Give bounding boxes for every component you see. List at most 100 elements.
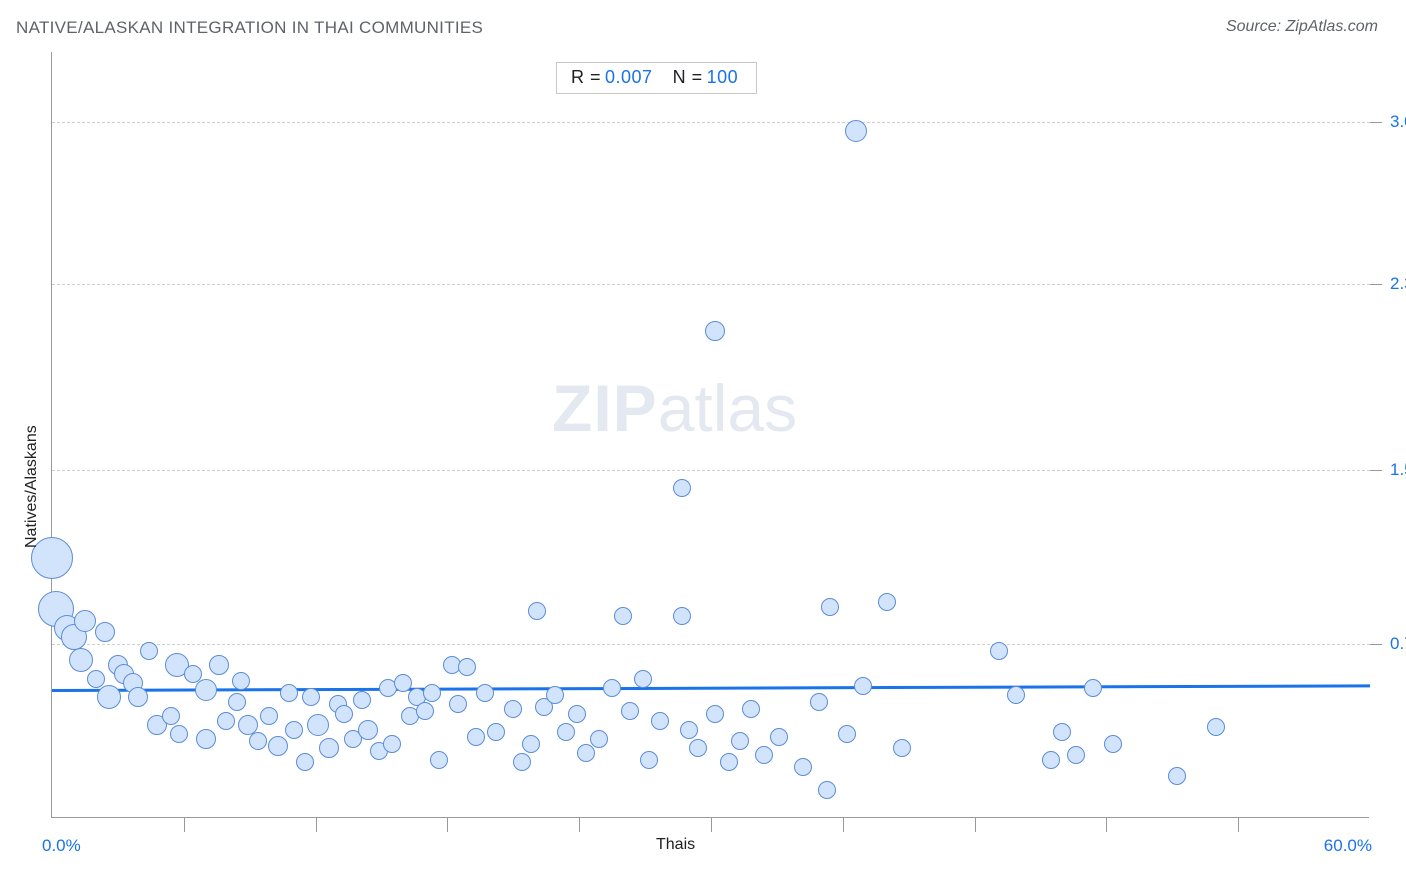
xtick-line [316, 818, 317, 832]
scatter-point [1104, 735, 1122, 753]
scatter-point [69, 648, 93, 672]
scatter-point [634, 670, 652, 688]
scatter-point [845, 120, 867, 142]
scatter-point [854, 677, 872, 695]
scatter-point [170, 725, 188, 743]
scatter-point [794, 758, 812, 776]
scatter-point [818, 781, 836, 799]
scatter-point [742, 700, 760, 718]
x-axis-title: Thais [656, 836, 695, 854]
gridline [52, 470, 1370, 471]
y-axis-title: Natives/Alaskans [23, 425, 41, 548]
scatter-point [640, 751, 658, 769]
ytick-line [1370, 644, 1382, 645]
xtick-line [1238, 818, 1239, 832]
scatter-point [260, 707, 278, 725]
watermark-zip: ZIP [552, 371, 658, 445]
scatter-point [673, 479, 691, 497]
scatter-point [285, 721, 303, 739]
scatter-point [195, 679, 217, 701]
scatter-point [731, 732, 749, 750]
ytick-label: 2.3% [1390, 274, 1406, 294]
ytick-label: 0.75% [1390, 634, 1406, 654]
scatter-point [319, 738, 339, 758]
xtick-line [1106, 818, 1107, 832]
stat-n-label: N = [673, 67, 703, 88]
scatter-point [1007, 686, 1025, 704]
scatter-point [1084, 679, 1102, 697]
scatter-point [770, 728, 788, 746]
scatter-point [590, 730, 608, 748]
scatter-point [97, 685, 121, 709]
scatter-point [720, 753, 738, 771]
ytick-line [1370, 284, 1382, 285]
scatter-point [95, 622, 115, 642]
scatter-point [513, 753, 531, 771]
scatter-point [487, 723, 505, 741]
xtick-line [843, 818, 844, 832]
scatter-point [74, 610, 96, 632]
xtick-line [447, 818, 448, 832]
scatter-plot-area: ZIPatlas 0.75%1.5%2.3%3.0% [51, 52, 1369, 818]
watermark: ZIPatlas [552, 370, 797, 446]
scatter-point [810, 693, 828, 711]
scatter-point [614, 607, 632, 625]
scatter-point [1067, 746, 1085, 764]
scatter-point [522, 735, 540, 753]
scatter-point [755, 746, 773, 764]
stat-box: R = 0.007 N = 100 [556, 62, 757, 94]
stat-r-value: 0.007 [605, 67, 653, 88]
xtick-line [975, 818, 976, 832]
scatter-point [228, 693, 246, 711]
chart-title: NATIVE/ALASKAN INTEGRATION IN THAI COMMU… [16, 18, 483, 38]
scatter-point [878, 593, 896, 611]
scatter-point [217, 712, 235, 730]
x-axis-max-label: 60.0% [1324, 836, 1372, 856]
scatter-point [467, 728, 485, 746]
gridline [52, 644, 1370, 645]
scatter-point [423, 684, 441, 702]
ytick-line [1370, 470, 1382, 471]
scatter-point [416, 702, 434, 720]
watermark-atlas: atlas [658, 371, 797, 445]
ytick-label: 3.0% [1390, 112, 1406, 132]
stat-n-value: 100 [707, 67, 739, 88]
gridline [52, 122, 1370, 123]
scatter-point [1168, 767, 1186, 785]
scatter-point [430, 751, 448, 769]
scatter-point [249, 732, 267, 750]
scatter-point [268, 736, 288, 756]
scatter-point [335, 705, 353, 723]
scatter-point [990, 642, 1008, 660]
ytick-label: 1.5% [1390, 460, 1406, 480]
x-axis-min-label: 0.0% [42, 836, 81, 856]
scatter-point [128, 687, 148, 707]
scatter-point [196, 729, 216, 749]
scatter-point [528, 602, 546, 620]
scatter-point [458, 658, 476, 676]
scatter-point [1053, 723, 1071, 741]
trend-line [52, 685, 1370, 693]
scatter-point [689, 739, 707, 757]
ytick-line [1370, 122, 1382, 123]
scatter-point [603, 679, 621, 697]
scatter-point [353, 691, 371, 709]
chart-container: NATIVE/ALASKAN INTEGRATION IN THAI COMMU… [0, 0, 1406, 892]
scatter-point [546, 686, 564, 704]
source-citation: Source: ZipAtlas.com [1226, 18, 1378, 36]
scatter-point [476, 684, 494, 702]
scatter-point [162, 707, 180, 725]
scatter-point [1042, 751, 1060, 769]
scatter-point [383, 735, 401, 753]
scatter-point [209, 655, 229, 675]
scatter-point [621, 702, 639, 720]
scatter-point [673, 607, 691, 625]
scatter-point [307, 714, 329, 736]
xtick-line [184, 818, 185, 832]
scatter-point [296, 753, 314, 771]
scatter-point [358, 720, 378, 740]
scatter-point [1207, 718, 1225, 736]
xtick-line [711, 818, 712, 832]
scatter-point [651, 712, 669, 730]
scatter-point [577, 744, 595, 762]
